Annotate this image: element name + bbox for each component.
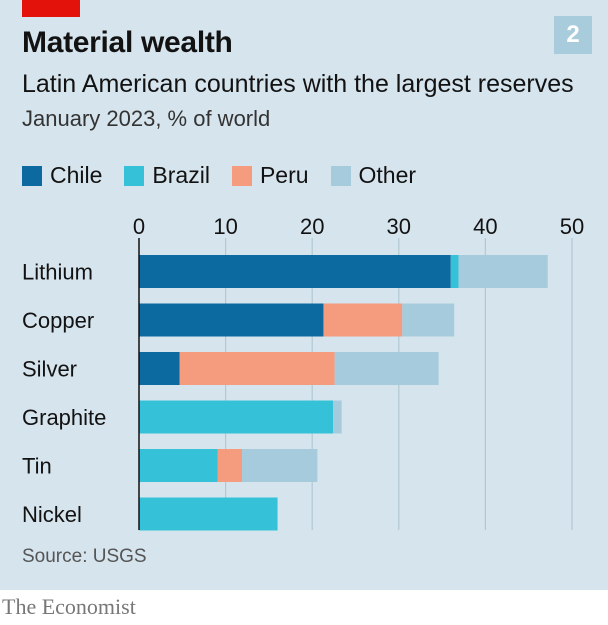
chart-title: Material wealth (22, 26, 233, 59)
bar-segment-graphite-other (332, 400, 342, 434)
chart-subtitle: Latin American countries with the larges… (22, 70, 574, 98)
chart-number-badge: 2 (554, 16, 592, 54)
category-label: Copper (22, 308, 94, 333)
category-label: Graphite (22, 405, 106, 430)
legend-label: Peru (259, 162, 309, 188)
bar-segment-copper-peru (323, 303, 403, 337)
legend-label: Chile (50, 162, 103, 188)
legend-item-peru: Peru (231, 162, 309, 189)
source-note: Source: USGS (22, 546, 147, 567)
chart-panel (0, 0, 608, 590)
category-label: Silver (22, 357, 77, 382)
chart-unit-note: January 2023, % of world (22, 106, 271, 131)
bar-segment-lithium-brazil (450, 255, 459, 288)
category-label: Lithium (22, 260, 93, 285)
legend-item-other: Other (330, 162, 417, 189)
bar-segment-tin-other (242, 449, 318, 482)
legend-swatch (231, 165, 252, 186)
legend: Chile Brazil Peru Other (22, 162, 438, 189)
bar-segment-silver-peru (179, 352, 335, 385)
economist-brand: The Economist (2, 594, 136, 619)
legend-swatch (124, 165, 145, 186)
legend-label: Other (358, 162, 417, 188)
bar-segment-copper-other (402, 303, 455, 337)
bar-segment-silver-other (334, 352, 439, 385)
bar-segment-silver-chile (139, 352, 180, 385)
x-tick-label: 20 (300, 214, 324, 239)
legend-item-chile: Chile (22, 162, 102, 189)
category-label: Tin (22, 454, 52, 479)
bar-chart: 0 10 20 30 40 50 Lithium Copper Silver Graphite Ti… (22, 214, 584, 531)
bar-segment-tin-peru (217, 449, 243, 482)
bar-segment-lithium-other (458, 255, 548, 288)
brand-red-bar (22, 0, 80, 17)
legend-swatch (22, 165, 42, 186)
legend-swatch (330, 165, 351, 186)
bar-segment-lithium-chile (139, 255, 451, 288)
x-tick-label: 30 (387, 214, 411, 239)
x-tick-label: 10 (213, 214, 237, 239)
bar-segment-tin-brazil (139, 449, 218, 482)
legend-item-brazil: Brazil (124, 162, 210, 189)
x-tick-label: 50 (560, 214, 584, 239)
bar-segment-nickel-brazil (139, 497, 278, 531)
bar-segment-copper-chile (139, 303, 324, 337)
x-tick-label: 0 (133, 214, 145, 239)
category-label: Nickel (22, 502, 82, 527)
legend-label: Brazil (152, 162, 210, 188)
bar-segment-graphite-brazil (139, 400, 333, 434)
x-tick-label: 40 (473, 214, 497, 239)
